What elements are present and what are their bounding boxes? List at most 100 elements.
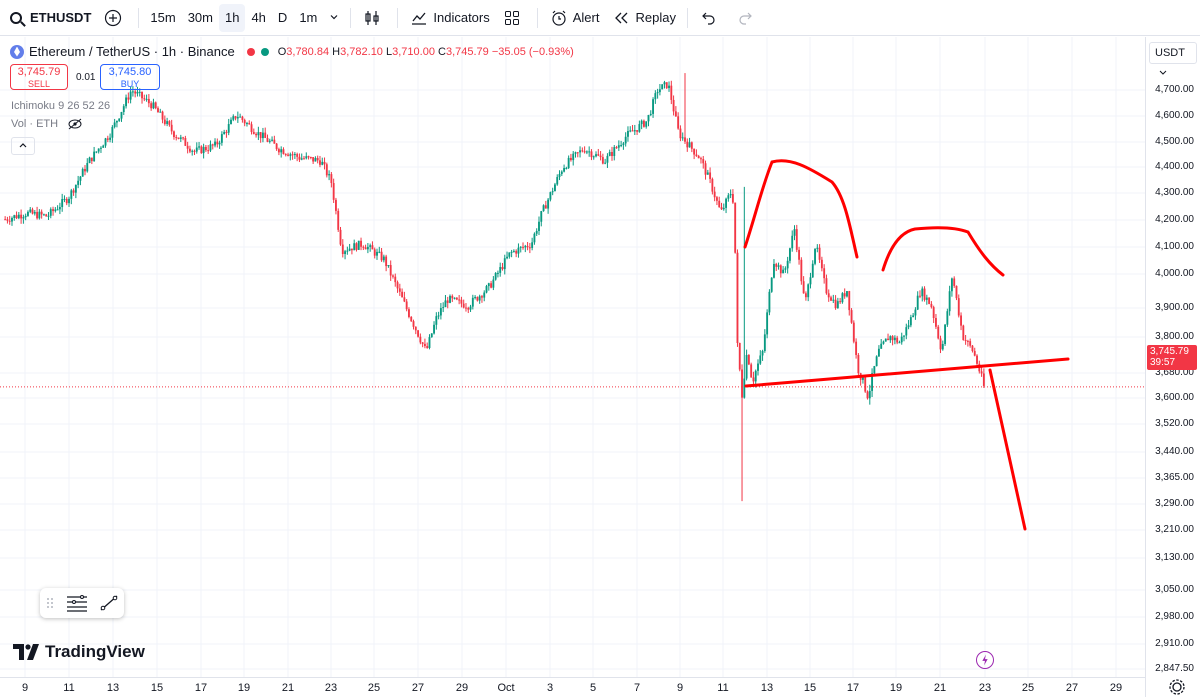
time-axis-label: 9 bbox=[21, 682, 29, 694]
candle-body bbox=[261, 132, 264, 139]
interval-d[interactable]: D bbox=[277, 10, 288, 25]
candle-body bbox=[921, 288, 924, 297]
candle-body bbox=[387, 265, 390, 267]
candle-body bbox=[747, 354, 750, 365]
trend-line-tool-icon[interactable] bbox=[98, 593, 120, 613]
candle-body bbox=[526, 245, 529, 248]
time-axis-label: Oct bbox=[497, 682, 515, 694]
time-axis-label: 11 bbox=[63, 682, 75, 694]
candle-body bbox=[410, 316, 413, 322]
candle-body bbox=[750, 364, 753, 378]
redo-button[interactable] bbox=[729, 4, 765, 32]
candle-body bbox=[150, 103, 153, 109]
candle-body bbox=[444, 300, 447, 308]
chevron-down-icon bbox=[329, 10, 339, 25]
interval-4h[interactable]: 4h bbox=[251, 10, 266, 25]
candle-body bbox=[163, 119, 166, 124]
compare-button[interactable] bbox=[97, 4, 133, 32]
candle-body bbox=[757, 363, 759, 371]
sell-button[interactable]: 3,745.79 SELL bbox=[10, 64, 68, 90]
gear-icon[interactable] bbox=[1167, 677, 1187, 697]
templates-button[interactable] bbox=[496, 4, 532, 32]
candle-body bbox=[896, 337, 899, 343]
candle-body bbox=[241, 116, 244, 120]
time-axis-label: 11 bbox=[717, 682, 729, 694]
left-shoulder-curve bbox=[743, 159, 859, 259]
candle-body bbox=[131, 91, 134, 93]
candle-body bbox=[834, 299, 837, 309]
indicators-button[interactable]: Indicators bbox=[403, 4, 495, 32]
interval-1h[interactable]: 1h bbox=[218, 3, 246, 32]
currency-selector[interactable]: USDT bbox=[1149, 42, 1197, 75]
candle-body bbox=[773, 263, 775, 278]
candle-body bbox=[145, 98, 148, 100]
candle-body bbox=[604, 162, 607, 164]
candle-body bbox=[230, 119, 232, 125]
candle-body bbox=[798, 249, 801, 260]
candle-body bbox=[476, 297, 479, 301]
series-title[interactable]: Ethereum / TetherUS · 1h · Binance bbox=[29, 44, 235, 59]
candle-body bbox=[277, 149, 280, 153]
candle-body bbox=[305, 156, 308, 159]
candle-body bbox=[234, 116, 237, 119]
candle-body bbox=[622, 143, 625, 146]
candle-body bbox=[814, 248, 816, 264]
candle-body bbox=[784, 268, 787, 270]
candle-body bbox=[104, 138, 107, 146]
flash-icon[interactable] bbox=[976, 651, 994, 669]
price-axis-label: 2,847.50 bbox=[1155, 663, 1194, 674]
interval-30m[interactable]: 30m bbox=[187, 10, 213, 25]
candle-body bbox=[620, 145, 623, 147]
candle-body bbox=[533, 233, 536, 243]
candle-body bbox=[907, 325, 910, 328]
candle-body bbox=[919, 295, 921, 297]
candle-body bbox=[109, 137, 112, 140]
interval-1m[interactable]: 1m bbox=[299, 10, 318, 25]
object-tree-icon[interactable] bbox=[64, 593, 90, 613]
candle-body bbox=[976, 355, 978, 364]
candle-body bbox=[697, 156, 700, 159]
chart-type-button[interactable] bbox=[356, 4, 392, 32]
candle-body bbox=[572, 153, 575, 161]
candle-body bbox=[332, 183, 335, 200]
candle-body bbox=[394, 276, 397, 283]
candle-body bbox=[38, 211, 41, 219]
replay-button[interactable]: Replay bbox=[605, 4, 681, 32]
candle-body bbox=[40, 211, 43, 215]
candle-body bbox=[152, 102, 155, 109]
alert-button[interactable]: Alert bbox=[543, 4, 606, 32]
drag-handle-icon[interactable] bbox=[46, 596, 54, 610]
candle-body bbox=[540, 211, 543, 222]
undo-button[interactable] bbox=[693, 4, 729, 32]
candle-body bbox=[20, 214, 23, 219]
candle-body bbox=[350, 248, 353, 251]
candle-body bbox=[284, 154, 287, 156]
candle-body bbox=[932, 307, 935, 319]
tradingview-logo[interactable]: TradingView bbox=[13, 642, 145, 662]
symbol-search[interactable]: ETHUSDT bbox=[0, 4, 97, 32]
price-chart[interactable] bbox=[0, 37, 1145, 677]
candle-body bbox=[672, 99, 675, 112]
candle-body bbox=[581, 150, 584, 152]
interval-15m[interactable]: 15m bbox=[150, 10, 176, 25]
candle-body bbox=[649, 113, 652, 115]
top-toolbar: ETHUSDT 15m 30m 1h 4h D 1m Indicators bbox=[0, 0, 1200, 36]
candle-body bbox=[517, 247, 520, 254]
candle-body bbox=[455, 297, 458, 300]
candle-body bbox=[563, 167, 566, 172]
buy-button[interactable]: 3,745.80 BUY bbox=[100, 64, 160, 90]
ichimoku-indicator-label[interactable]: Ichimoku 9 26 52 26 bbox=[11, 100, 111, 112]
volume-indicator-label[interactable]: Vol · ETH bbox=[11, 118, 83, 130]
candle-body bbox=[827, 293, 830, 298]
candle-body bbox=[950, 278, 953, 292]
candle-body bbox=[519, 246, 522, 248]
collapse-legend-button[interactable] bbox=[11, 137, 35, 155]
candle-body bbox=[738, 343, 741, 370]
candle-body bbox=[973, 350, 976, 356]
interval-dropdown[interactable] bbox=[323, 4, 345, 32]
separator bbox=[536, 7, 538, 28]
candle-body bbox=[232, 116, 235, 120]
candle-body bbox=[282, 149, 285, 155]
time-axis[interactable]: 9 11 13 15 17 19 21 23 25 27 29 Oct 3 5 7 9 11 13 15 17 19 21… bbox=[0, 677, 1145, 697]
price-axis[interactable]: 4,700.00 4,600.00 4,500.00 4,400.00 4,300.00… bbox=[1145, 37, 1200, 697]
